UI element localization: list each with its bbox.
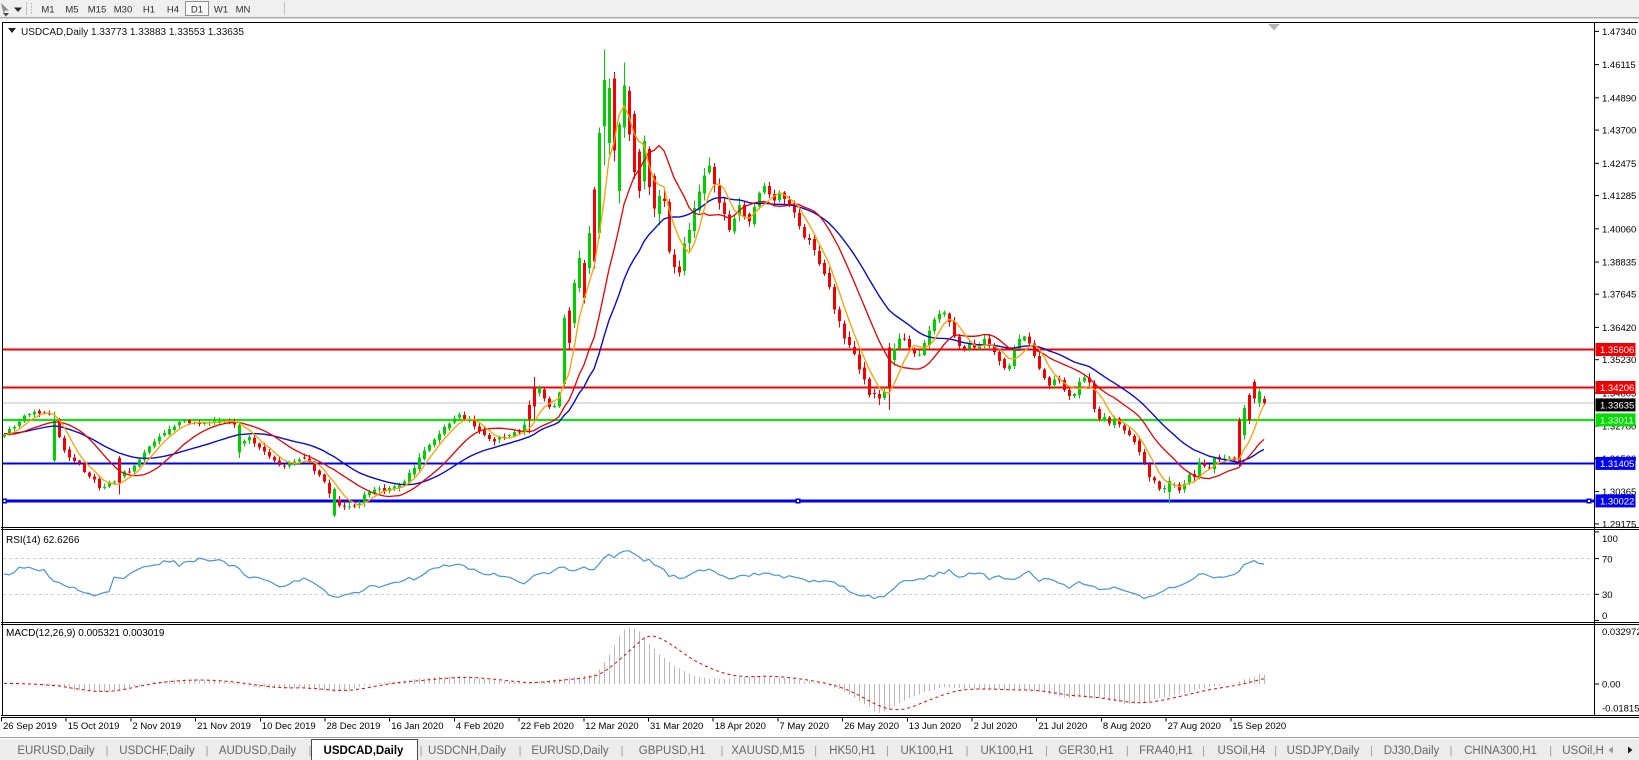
svg-text:1.33011: 1.33011 — [1600, 415, 1634, 426]
svg-text:15 Oct 2019: 15 Oct 2019 — [68, 721, 120, 732]
svg-text:4 Feb 2020: 4 Feb 2020 — [456, 721, 504, 732]
svg-text:USOil,H4: USOil,H4 — [1218, 745, 1267, 757]
svg-text:|: | — [814, 745, 817, 757]
svg-text:FRA40,H1: FRA40,H1 — [1139, 745, 1193, 757]
svg-text:|: | — [1549, 745, 1552, 757]
svg-text:|: | — [1126, 745, 1129, 757]
svg-text:22 Feb 2020: 22 Feb 2020 — [521, 721, 574, 732]
svg-text:D1: D1 — [191, 5, 203, 16]
svg-text:1.37645: 1.37645 — [1602, 290, 1636, 301]
svg-text:|: | — [1370, 745, 1373, 757]
svg-text:8 Aug 2020: 8 Aug 2020 — [1103, 721, 1151, 732]
svg-text:0.00: 0.00 — [1602, 680, 1621, 691]
svg-text:USOil,H: USOil,H — [1562, 745, 1604, 757]
svg-text:GER30,H1: GER30,H1 — [1058, 745, 1114, 757]
svg-text:|: | — [721, 745, 724, 757]
svg-text:USDCNH,Daily: USDCNH,Daily — [428, 745, 506, 757]
svg-text:|: | — [420, 745, 423, 757]
svg-text:USDCHF,Daily: USDCHF,Daily — [119, 745, 195, 757]
svg-text:USDCAD,Daily 1.33773 1.33883: USDCAD,Daily 1.33773 1.33883 1.33553 1.3… — [21, 27, 244, 38]
svg-text:|: | — [1274, 745, 1277, 757]
svg-text:1.33635: 1.33635 — [1600, 400, 1634, 411]
svg-text:1.38835: 1.38835 — [1602, 258, 1636, 269]
svg-text:1.31405: 1.31405 — [1600, 459, 1634, 470]
svg-text:1.42475: 1.42475 — [1602, 159, 1636, 170]
svg-text:M5: M5 — [65, 5, 78, 16]
svg-text:21 Jul 2020: 21 Jul 2020 — [1038, 721, 1087, 732]
svg-text:1.35606: 1.35606 — [1600, 345, 1634, 356]
svg-text:16 Jan 2020: 16 Jan 2020 — [391, 721, 443, 732]
svg-text:1.40060: 1.40060 — [1602, 224, 1636, 235]
svg-text:15 Sep 2020: 15 Sep 2020 — [1232, 721, 1286, 732]
svg-text:|: | — [309, 745, 312, 757]
svg-text:M15: M15 — [88, 5, 106, 16]
svg-text:EURUSD,Daily: EURUSD,Daily — [17, 745, 95, 757]
svg-text:70: 70 — [1602, 554, 1613, 565]
svg-text:26 Sep 2019: 26 Sep 2019 — [3, 721, 57, 732]
svg-text:AUDUSD,Daily: AUDUSD,Daily — [219, 745, 297, 757]
svg-text:21 Nov 2019: 21 Nov 2019 — [197, 721, 251, 732]
svg-text:RSI(14) 62.6266: RSI(14) 62.6266 — [6, 535, 80, 546]
svg-text:M1: M1 — [41, 5, 54, 16]
svg-text:31 Mar 2020: 31 Mar 2020 — [650, 721, 703, 732]
svg-text:CHINA300,H1: CHINA300,H1 — [1464, 745, 1537, 757]
svg-text:1.43700: 1.43700 — [1602, 126, 1636, 137]
svg-text:|: | — [1202, 745, 1205, 757]
svg-text:12 Mar 2020: 12 Mar 2020 — [585, 721, 638, 732]
svg-text:EURUSD,Daily: EURUSD,Daily — [531, 745, 609, 757]
svg-text:|: | — [621, 745, 624, 757]
svg-text:|: | — [519, 745, 522, 757]
svg-text:|: | — [206, 745, 209, 757]
svg-text:H1: H1 — [143, 5, 155, 16]
svg-text:26 May 2020: 26 May 2020 — [844, 721, 899, 732]
svg-text:18 Apr 2020: 18 Apr 2020 — [715, 721, 766, 732]
svg-text:XAUUSD,M15: XAUUSD,M15 — [731, 745, 805, 757]
svg-text:2 Nov 2019: 2 Nov 2019 — [132, 721, 181, 732]
svg-text:|: | — [1450, 745, 1453, 757]
svg-text:H4: H4 — [167, 5, 179, 16]
svg-text:1.34206: 1.34206 — [1600, 383, 1634, 394]
svg-text:UK100,H1: UK100,H1 — [900, 745, 953, 757]
svg-text:USDCAD,Daily: USDCAD,Daily — [324, 745, 404, 757]
svg-text:100: 100 — [1602, 534, 1618, 545]
svg-text:|: | — [106, 745, 109, 757]
svg-text:28 Dec 2019: 28 Dec 2019 — [327, 721, 381, 732]
svg-text:DJ30,Daily: DJ30,Daily — [1384, 745, 1440, 757]
svg-text:1.30365: 1.30365 — [1602, 487, 1636, 498]
svg-text:1.32780: 1.32780 — [1602, 422, 1636, 433]
svg-text:0: 0 — [1602, 611, 1607, 622]
svg-text:|: | — [966, 745, 969, 757]
svg-text:0.032972: 0.032972 — [1602, 627, 1639, 638]
svg-text:1.36420: 1.36420 — [1602, 323, 1636, 334]
svg-text:1.46115: 1.46115 — [1602, 60, 1636, 71]
svg-text:|: | — [1045, 745, 1048, 757]
svg-text:USDJPY,Daily: USDJPY,Daily — [1287, 745, 1360, 757]
svg-text:1.30022: 1.30022 — [1600, 496, 1634, 507]
svg-text:27 Aug 2020: 27 Aug 2020 — [1168, 721, 1221, 732]
svg-text:10 Dec 2019: 10 Dec 2019 — [262, 721, 316, 732]
svg-text:7 May 2020: 7 May 2020 — [779, 721, 829, 732]
svg-text:1.41285: 1.41285 — [1602, 191, 1636, 202]
svg-text:MN: MN — [236, 5, 251, 16]
svg-text:W1: W1 — [214, 5, 228, 16]
svg-text:-0.018154: -0.018154 — [1602, 704, 1639, 715]
svg-text:1.44890: 1.44890 — [1602, 93, 1636, 104]
svg-text:|: | — [886, 745, 889, 757]
svg-text:GBPUSD,H1: GBPUSD,H1 — [639, 745, 705, 757]
svg-text:1.35230: 1.35230 — [1602, 355, 1636, 366]
svg-text:13 Jun 2020: 13 Jun 2020 — [909, 721, 961, 732]
svg-text:30: 30 — [1602, 590, 1613, 601]
svg-text:1.29175: 1.29175 — [1602, 519, 1636, 530]
svg-text:UK100,H1: UK100,H1 — [980, 745, 1033, 757]
svg-text:M30: M30 — [114, 5, 132, 16]
svg-text:MACD(12,26,9) 0.005321 0.00301: MACD(12,26,9) 0.005321 0.003019 — [6, 628, 165, 639]
svg-text:1.47340: 1.47340 — [1602, 27, 1636, 38]
svg-text:HK50,H1: HK50,H1 — [829, 745, 876, 757]
svg-text:2 Jul 2020: 2 Jul 2020 — [974, 721, 1018, 732]
